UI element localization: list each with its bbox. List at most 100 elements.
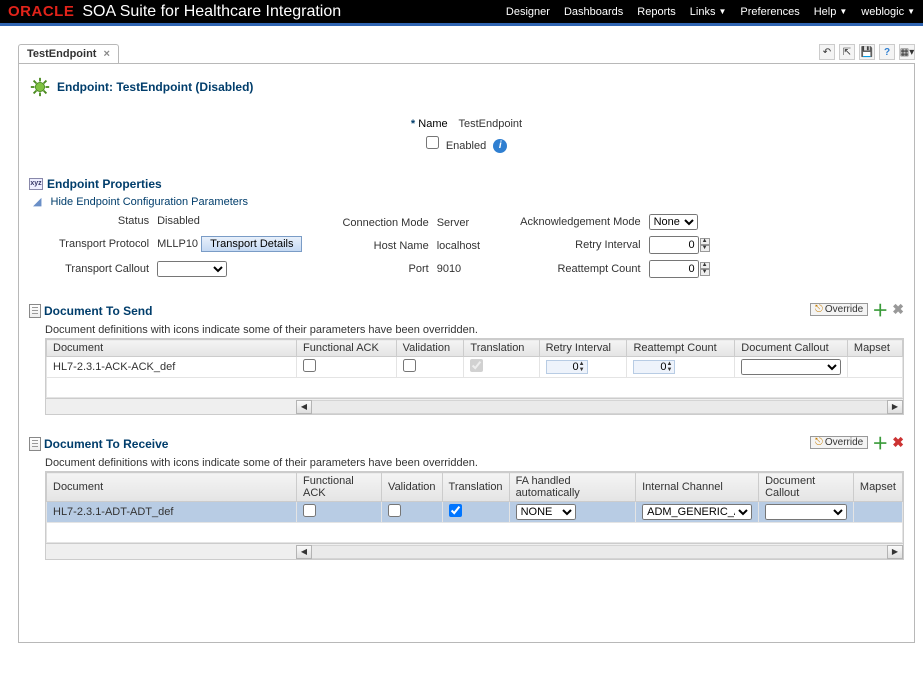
col-fack[interactable]: Functional ACK [297, 473, 382, 502]
help-icon[interactable]: ? [879, 44, 895, 60]
properties-icon: xyz [29, 178, 43, 190]
send-delete-icon[interactable]: ✖ [892, 301, 904, 318]
retry-interval-input[interactable] [649, 236, 699, 254]
cell-retry-input[interactable] [549, 361, 579, 373]
send-scrollbar[interactable]: ◀ ▶ [46, 398, 903, 414]
retry-interval-label: Retry Interval [520, 239, 640, 251]
revert-icon[interactable]: ↶ [819, 44, 835, 60]
nav-user[interactable]: weblogic▼ [861, 6, 915, 18]
col-callout[interactable]: Document Callout [759, 473, 854, 502]
nav-reports[interactable]: Reports [637, 6, 676, 18]
cell-document: HL7-2.3.1-ACK-ACK_def [47, 357, 297, 378]
ack-mode-select[interactable]: None [649, 214, 698, 230]
host-name-value: localhost [437, 240, 480, 252]
cell-validation-checkbox[interactable] [403, 359, 416, 372]
col-mapset[interactable]: Mapset [847, 340, 902, 357]
reattempt-input[interactable] [649, 260, 699, 278]
transport-details-button[interactable]: Transport Details [201, 236, 302, 252]
scroll-left-icon[interactable]: ◀ [296, 400, 312, 414]
endpoint-properties-header: xyz Endpoint Properties [29, 177, 904, 191]
receive-delete-icon[interactable]: ✖ [892, 434, 904, 451]
spin-down-icon[interactable]: ▼ [700, 245, 710, 252]
port-label: Port [342, 263, 428, 275]
cell-validation-checkbox[interactable] [388, 504, 401, 517]
name-label: Name [418, 118, 447, 130]
enabled-row: Enabled i [29, 136, 904, 153]
col-validation[interactable]: Validation [396, 340, 464, 357]
scroll-right-icon[interactable]: ▶ [887, 400, 903, 414]
nav-links[interactable]: Links▼ [690, 6, 727, 18]
cell-document: HL7-2.3.1-ADT-ADT_def [47, 502, 297, 523]
cell-reattempt-input[interactable] [636, 361, 666, 373]
gear-icon [29, 76, 51, 98]
cell-fack-checkbox[interactable] [303, 359, 316, 372]
name-row: * Name TestEndpoint [29, 118, 904, 130]
info-icon[interactable]: i [493, 139, 507, 153]
cell-translation-checkbox[interactable] [449, 504, 462, 517]
tab-bar: TestEndpoint × ↶ ⇱ 💾 ? ▦▾ [18, 44, 915, 63]
nav-preferences[interactable]: Preferences [740, 6, 799, 18]
transport-protocol-value: MLLP10 [157, 238, 198, 250]
col-fa-auto[interactable]: FA handled automatically [509, 473, 636, 502]
col-document[interactable]: Document [47, 340, 297, 357]
col-document[interactable]: Document [47, 473, 297, 502]
receive-note: Document definitions with icons indicate… [45, 457, 904, 469]
send-override-button[interactable]: ⎋Override [810, 303, 868, 316]
document-icon [29, 304, 41, 318]
nav-help[interactable]: Help▼ [814, 6, 848, 18]
status-value: Disabled [157, 215, 302, 227]
col-internal[interactable]: Internal Channel [636, 473, 759, 502]
content-panel: Endpoint: TestEndpoint (Disabled) * Name… [18, 63, 915, 643]
spin-down-icon[interactable]: ▼ [700, 269, 710, 276]
tab-toolbar: ↶ ⇱ 💾 ? ▦▾ [819, 44, 915, 60]
cell-callout-select[interactable] [741, 359, 841, 375]
document-icon [29, 437, 41, 451]
status-label: Status [59, 215, 149, 227]
nav-designer[interactable]: Designer [506, 6, 550, 18]
col-translation[interactable]: Translation [464, 340, 539, 357]
scroll-left-icon[interactable]: ◀ [296, 545, 312, 559]
col-mapset[interactable]: Mapset [853, 473, 902, 502]
save-icon[interactable]: 💾 [859, 44, 875, 60]
scroll-right-icon[interactable]: ▶ [887, 545, 903, 559]
tab-testendpoint[interactable]: TestEndpoint × [18, 44, 119, 63]
cell-callout-select[interactable] [765, 504, 847, 520]
document-to-send-header: Document To Send [29, 304, 152, 318]
spin-up-icon[interactable]: ▲ [700, 262, 710, 269]
ack-mode-label: Acknowledgement Mode [520, 216, 640, 228]
cell-internal-select[interactable]: ADM_GENERIC_A [642, 504, 752, 520]
endpoint-header: Endpoint: TestEndpoint (Disabled) [29, 76, 904, 98]
cell-fa-auto-select[interactable]: NONE [516, 504, 576, 520]
tab-label: TestEndpoint [27, 48, 96, 60]
properties-grid: Status Disabled Transport Protocol MLLP1… [59, 214, 904, 278]
receive-add-icon[interactable]: ＋ [872, 430, 888, 454]
col-reattempt[interactable]: Reattempt Count [627, 340, 735, 357]
enabled-checkbox[interactable] [426, 136, 439, 149]
table-row[interactable]: HL7-2.3.1-ACK-ACK_def ▲▼ ▲▼ [47, 357, 903, 378]
document-to-send-section: Document To Send ⎋Override ＋ ✖ Document … [29, 296, 904, 415]
col-translation[interactable]: Translation [442, 473, 509, 502]
app-title: SOA Suite for Healthcare Integration [82, 3, 341, 21]
col-fack[interactable]: Functional ACK [297, 340, 397, 357]
receive-scrollbar[interactable]: ◀ ▶ [46, 543, 903, 559]
document-to-receive-section: Document To Receive ⎋Override ＋ ✖ Docume… [29, 429, 904, 560]
receive-override-button[interactable]: ⎋Override [810, 436, 868, 449]
table-row[interactable]: HL7-2.3.1-ADT-ADT_def NONE ADM_GENERIC_A [47, 502, 903, 523]
nav-dashboards[interactable]: Dashboards [564, 6, 623, 18]
export-icon[interactable]: ⇱ [839, 44, 855, 60]
col-retry[interactable]: Retry Interval [539, 340, 627, 357]
send-note: Document definitions with icons indicate… [45, 324, 904, 336]
menu-icon[interactable]: ▦▾ [899, 44, 915, 60]
col-callout[interactable]: Document Callout [735, 340, 848, 357]
spin-up-icon[interactable]: ▲ [700, 238, 710, 245]
hide-params-link[interactable]: ◢ Hide Endpoint Configuration Parameters [33, 195, 904, 208]
port-value: 9010 [437, 263, 480, 275]
host-name-label: Host Name [342, 240, 428, 252]
transport-protocol-label: Transport Protocol [59, 238, 149, 250]
col-validation[interactable]: Validation [382, 473, 443, 502]
tab-close-icon[interactable]: × [104, 48, 110, 60]
transport-callout-select[interactable] [157, 261, 227, 277]
cell-fack-checkbox[interactable] [303, 504, 316, 517]
enabled-label: Enabled [446, 140, 486, 152]
send-add-icon[interactable]: ＋ [872, 297, 888, 321]
